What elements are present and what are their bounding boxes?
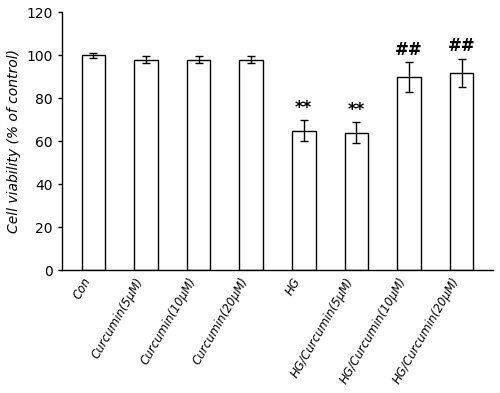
Y-axis label: Cell viability (% of control): Cell viability (% of control) [7,49,21,233]
Text: ##: ## [395,40,423,59]
Bar [82,55,105,270]
Bar [397,77,421,270]
Bar [240,60,263,270]
Bar [344,133,368,270]
Bar [186,60,210,270]
Bar [134,60,158,270]
Bar [292,130,316,270]
Bar [450,73,473,270]
Text: ##: ## [448,37,475,55]
Text: **: ** [295,99,312,117]
Text: **: ** [348,101,365,119]
